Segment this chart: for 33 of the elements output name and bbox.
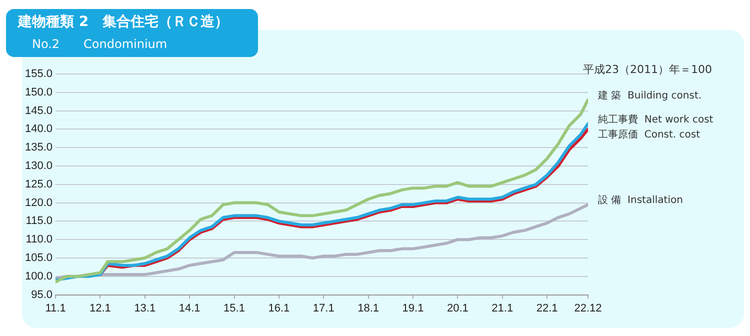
series-label: 純工事費 Net work cost <box>598 113 714 126</box>
y-tick-label: 140.0 <box>24 123 53 136</box>
x-tick-label: 20.1 <box>446 302 468 314</box>
y-tick-label: 130.0 <box>24 160 53 172</box>
x-tick-label: 11.1 <box>45 302 66 314</box>
chart-subtitle: No.2 Condominium <box>32 36 168 53</box>
y-tick-label: 95.0 <box>31 288 53 301</box>
y-tick-label: 145.0 <box>24 104 53 117</box>
series-label: 設 備 Installation <box>598 194 683 206</box>
y-tick-label: 110.0 <box>26 234 53 246</box>
x-tick-label: 16.1 <box>268 302 290 314</box>
x-tick-label: 22.12 <box>574 302 602 314</box>
y-tick-label: 135.0 <box>24 142 53 154</box>
x-tick-label: 14.1 <box>178 302 200 314</box>
series-label: 建 築 Building const. <box>597 89 702 102</box>
x-tick-label: 12.1 <box>90 302 111 314</box>
y-tick-label: 120.0 <box>24 196 53 209</box>
x-tick-label: 19.1 <box>402 302 424 314</box>
y-tick-label: 150.0 <box>24 86 53 98</box>
x-tick-label: 13.1 <box>134 302 156 314</box>
y-tick-label: 125.0 <box>24 178 53 190</box>
y-tick-label: 115.0 <box>26 215 53 228</box>
y-tick-label: 100.0 <box>24 270 53 282</box>
x-tick-label: 18.1 <box>358 302 380 314</box>
y-tick-label: 155.0 <box>24 68 53 80</box>
x-tick-label: 21.1 <box>492 302 514 314</box>
x-tick-label: 22.1 <box>536 302 558 314</box>
chart-title: 建物種類 2 集合住宅（ＲＣ造） <box>18 13 229 31</box>
x-tick-label: 17.1 <box>312 302 334 314</box>
x-tick-label: 15.1 <box>224 302 245 314</box>
series-label: 工事原価 Const. cost <box>598 128 700 140</box>
annotation: 平成23（2011）年＝100 <box>583 62 712 77</box>
y-tick-label: 105.0 <box>24 252 53 264</box>
